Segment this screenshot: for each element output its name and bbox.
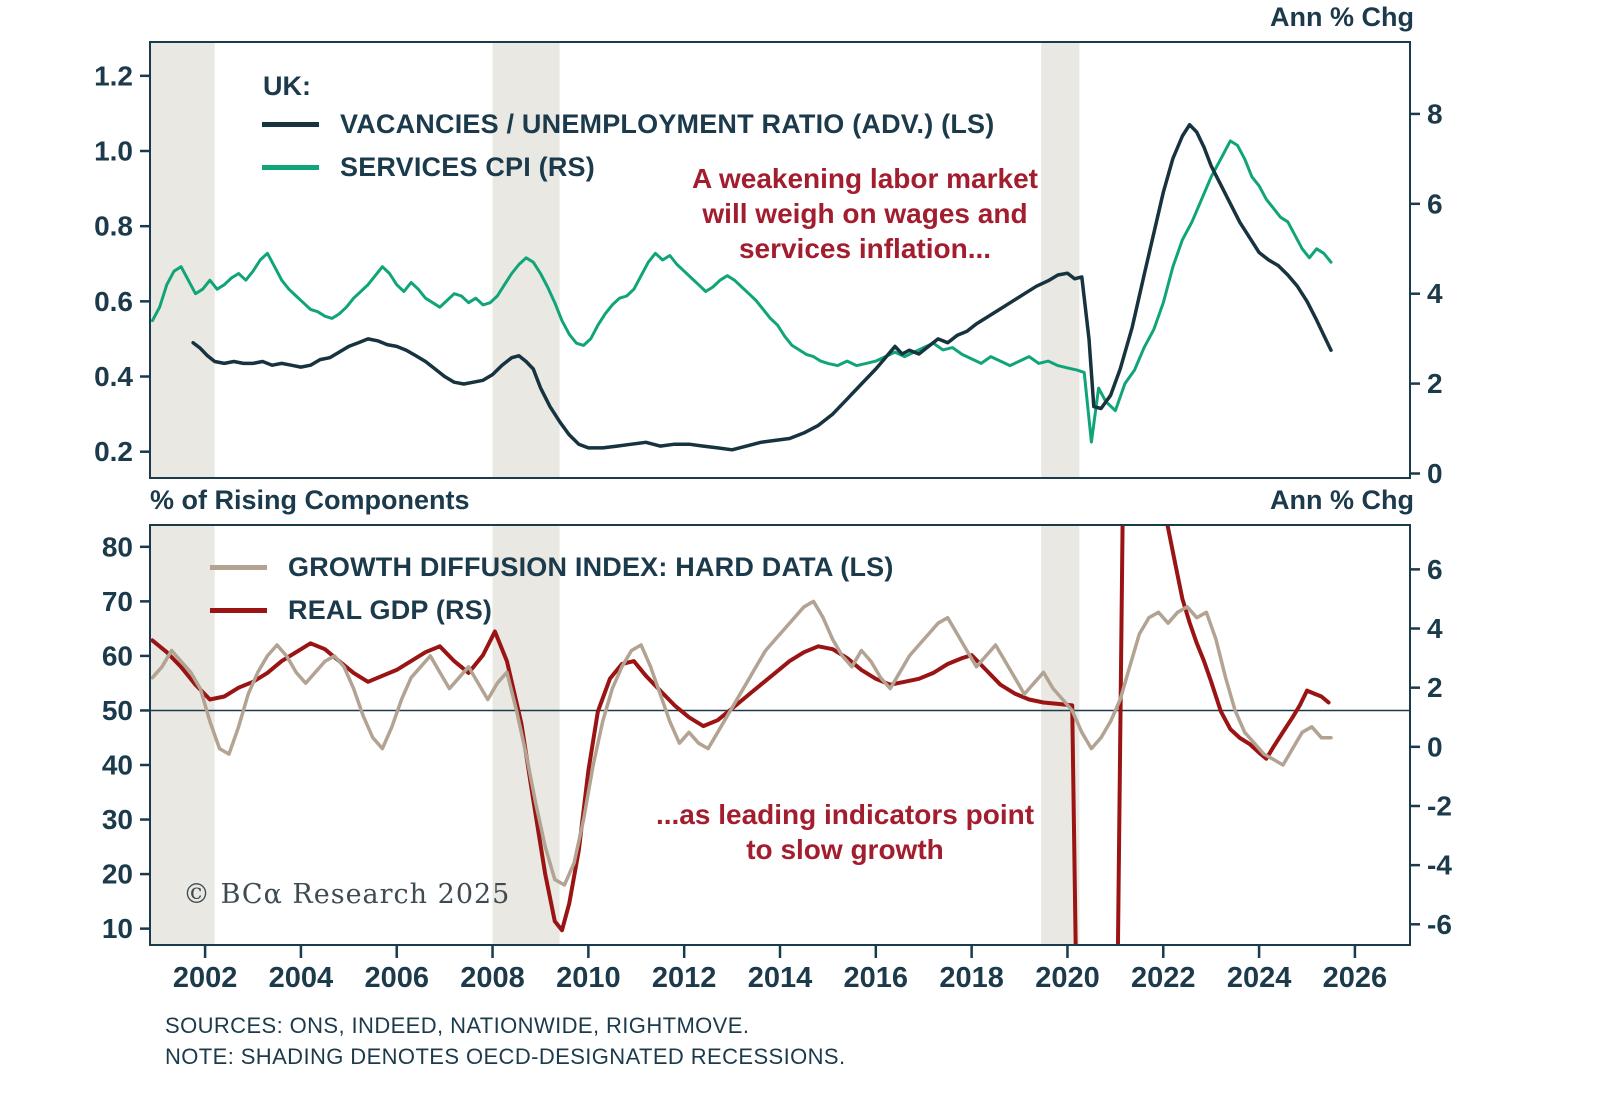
svg-text:1.2: 1.2 bbox=[94, 60, 133, 91]
svg-text:8: 8 bbox=[1427, 98, 1443, 129]
svg-text:2006: 2006 bbox=[364, 962, 429, 994]
top-right-axis-unit: Ann % Chg bbox=[1270, 2, 1414, 32]
svg-text:0.2: 0.2 bbox=[94, 436, 133, 467]
legend-item-real-gdp: REAL GDP (RS) bbox=[210, 593, 492, 627]
svg-text:-2: -2 bbox=[1427, 790, 1452, 821]
svg-text:30: 30 bbox=[102, 804, 133, 835]
legend-swatch-real-gdp bbox=[210, 607, 267, 613]
legend-swatch-services-cpi bbox=[262, 164, 319, 170]
svg-text:4: 4 bbox=[1427, 278, 1443, 309]
footer-note: NOTE: SHADING DENOTES OECD-DESIGNATED RE… bbox=[165, 1044, 846, 1069]
svg-text:2012: 2012 bbox=[652, 962, 717, 994]
svg-text:2018: 2018 bbox=[939, 962, 1004, 994]
svg-text:0: 0 bbox=[1427, 458, 1443, 489]
legend-swatch-vacancies bbox=[262, 121, 319, 127]
bottom-annotation: ...as leading indicators point to slow g… bbox=[583, 797, 1107, 867]
svg-text:2022: 2022 bbox=[1131, 962, 1196, 994]
legend-label-services-cpi: SERVICES CPI (RS) bbox=[340, 151, 595, 182]
svg-text:2016: 2016 bbox=[844, 962, 909, 994]
footer: SOURCES: ONS, INDEED, NATIONWIDE, RIGHTM… bbox=[165, 1010, 846, 1072]
legend-item-services-cpi: SERVICES CPI (RS) bbox=[262, 150, 595, 184]
svg-text:2024: 2024 bbox=[1227, 962, 1292, 994]
annotation-line: A weakening labor market bbox=[692, 163, 1038, 194]
svg-text:2004: 2004 bbox=[269, 962, 334, 994]
svg-text:60: 60 bbox=[102, 640, 133, 671]
svg-text:2026: 2026 bbox=[1323, 962, 1388, 994]
svg-text:2002: 2002 bbox=[173, 962, 238, 994]
svg-text:6: 6 bbox=[1427, 188, 1443, 219]
svg-text:-4: -4 bbox=[1427, 850, 1452, 881]
legend-label-vacancies: VACANCIES / UNEMPLOYMENT RATIO (ADV.) (L… bbox=[340, 108, 995, 139]
svg-text:2014: 2014 bbox=[748, 962, 813, 994]
svg-text:50: 50 bbox=[102, 695, 133, 726]
svg-text:2: 2 bbox=[1427, 672, 1443, 703]
svg-text:2008: 2008 bbox=[460, 962, 525, 994]
svg-text:-6: -6 bbox=[1427, 909, 1452, 940]
legend-label-growth-diffusion: GROWTH DIFFUSION INDEX: HARD DATA (LS) bbox=[288, 551, 894, 582]
copyright-watermark: © BCα Research 2025 bbox=[183, 879, 511, 910]
svg-text:0.6: 0.6 bbox=[94, 286, 133, 317]
bottom-right-axis-unit: Ann % Chg bbox=[1270, 485, 1414, 515]
svg-text:2020: 2020 bbox=[1035, 962, 1100, 994]
svg-text:1.0: 1.0 bbox=[94, 136, 133, 167]
bottom-left-axis-title: % of Rising Components bbox=[150, 485, 470, 515]
annotation-line: will weigh on wages and bbox=[702, 198, 1028, 229]
svg-text:80: 80 bbox=[102, 531, 133, 562]
svg-text:4: 4 bbox=[1427, 613, 1443, 644]
legend-item-growth-diffusion: GROWTH DIFFUSION INDEX: HARD DATA (LS) bbox=[210, 550, 894, 584]
svg-text:0: 0 bbox=[1427, 731, 1443, 762]
top-legend-title: UK: bbox=[263, 71, 311, 101]
svg-text:2: 2 bbox=[1427, 368, 1443, 399]
svg-text:6: 6 bbox=[1427, 554, 1443, 585]
annotation-line: ...as leading indicators point bbox=[655, 799, 1035, 830]
svg-text:40: 40 bbox=[102, 750, 133, 781]
annotation-line: to slow growth bbox=[746, 834, 944, 865]
svg-text:20: 20 bbox=[102, 859, 133, 890]
svg-text:0.4: 0.4 bbox=[94, 361, 133, 392]
annotation-line: services inflation... bbox=[738, 233, 992, 264]
legend-label-real-gdp: REAL GDP (RS) bbox=[288, 594, 493, 625]
footer-sources: SOURCES: ONS, INDEED, NATIONWIDE, RIGHTM… bbox=[165, 1013, 750, 1038]
top-annotation: A weakening labor market will weigh on w… bbox=[605, 161, 1125, 266]
svg-text:2010: 2010 bbox=[556, 962, 621, 994]
svg-text:0.8: 0.8 bbox=[94, 211, 133, 242]
svg-text:70: 70 bbox=[102, 586, 133, 617]
svg-text:10: 10 bbox=[102, 913, 133, 944]
legend-swatch-growth-diffusion bbox=[210, 564, 267, 570]
legend-item-vacancies: VACANCIES / UNEMPLOYMENT RATIO (ADV.) (L… bbox=[262, 107, 994, 141]
